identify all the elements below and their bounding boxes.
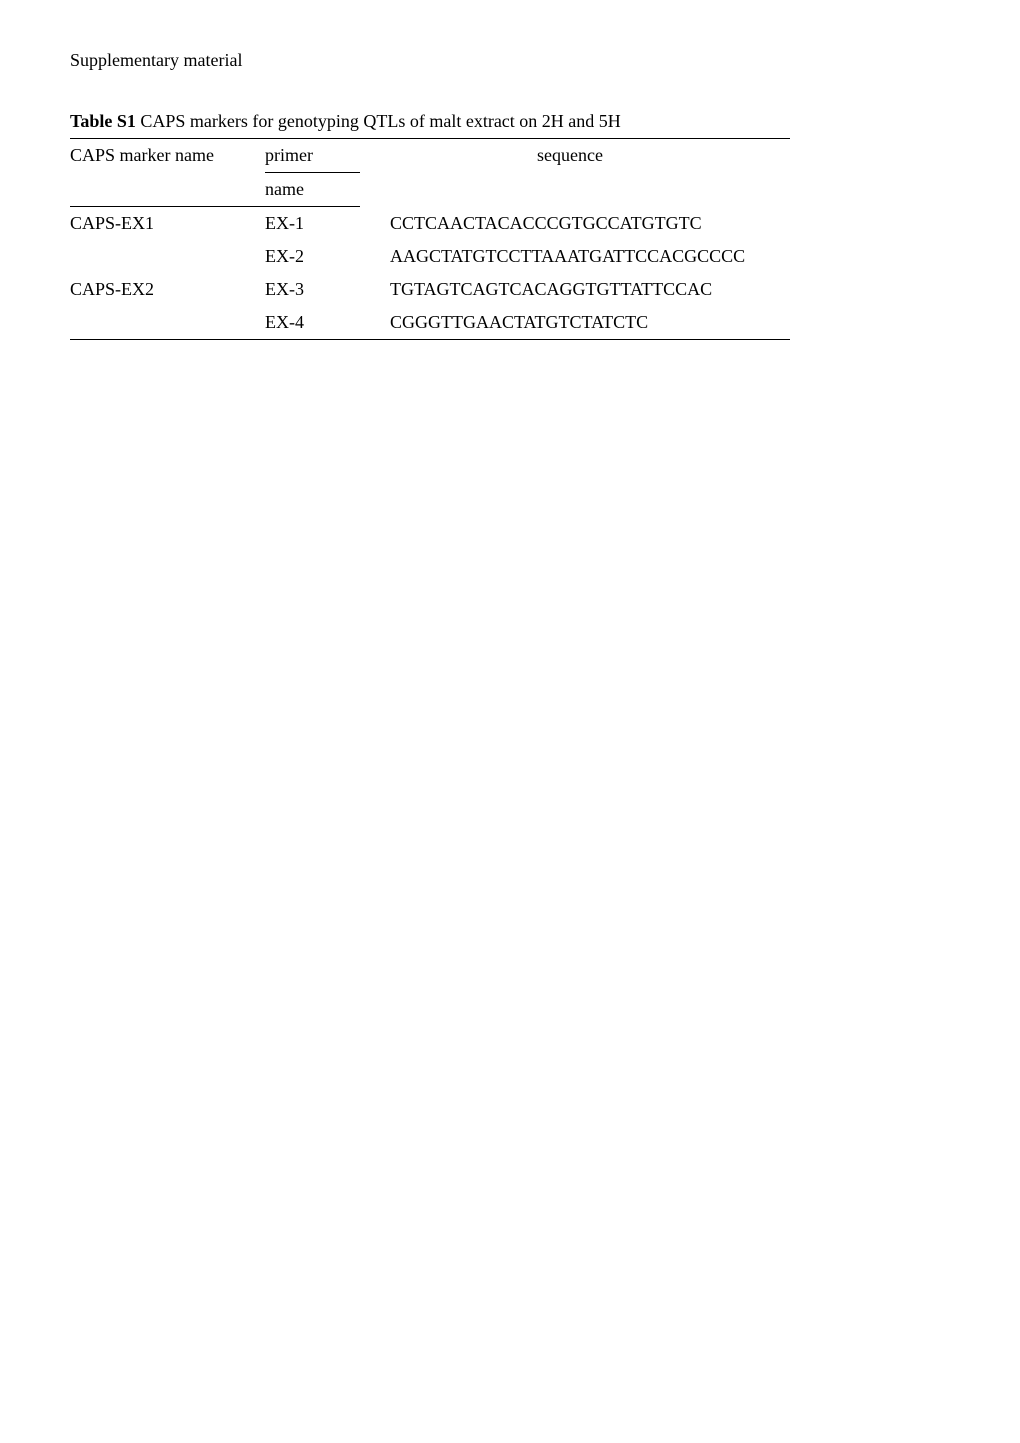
header-primer-bottom: name <box>265 173 360 207</box>
table-caption: Table S1 CAPS markers for genotyping QTL… <box>70 111 950 132</box>
cell-caps: CAPS-EX2 <box>70 273 265 306</box>
caption-label: Table S1 <box>70 111 136 131</box>
table-row: EX-4 CGGGTTGAACTATGTCTATCTC <box>70 306 790 340</box>
cell-caps <box>70 240 265 273</box>
cell-primer: EX-4 <box>265 306 360 340</box>
cell-sequence: CGGGTTGAACTATGTCTATCTC <box>360 306 790 340</box>
header-primer-top: primer <box>265 139 360 173</box>
cell-sequence: TGTAGTCAGTCACAGGTGTTATTCCAC <box>360 273 790 306</box>
cell-caps: CAPS-EX1 <box>70 207 265 241</box>
header-caps-marker: CAPS marker name <box>70 139 265 207</box>
caption-text: CAPS markers for genotyping QTLs of malt… <box>136 111 621 131</box>
table-row: CAPS-EX2 EX-3 TGTAGTCAGTCACAGGTGTTATTCCA… <box>70 273 790 306</box>
cell-primer: EX-1 <box>265 207 360 241</box>
cell-primer: EX-3 <box>265 273 360 306</box>
cell-primer: EX-2 <box>265 240 360 273</box>
cell-sequence: AAGCTATGTCCTTAAATGATTCCACGCCCC <box>360 240 790 273</box>
caps-marker-table: CAPS marker name primer sequence name CA… <box>70 138 790 340</box>
section-header: Supplementary material <box>70 50 950 71</box>
header-sequence: sequence <box>360 139 790 207</box>
table-row: EX-2 AAGCTATGTCCTTAAATGATTCCACGCCCC <box>70 240 790 273</box>
cell-sequence: CCTCAACTACACCCGTGCCATGTGTC <box>360 207 790 241</box>
cell-caps <box>70 306 265 340</box>
table-row: CAPS-EX1 EX-1 CCTCAACTACACCCGTGCCATGTGTC <box>70 207 790 241</box>
